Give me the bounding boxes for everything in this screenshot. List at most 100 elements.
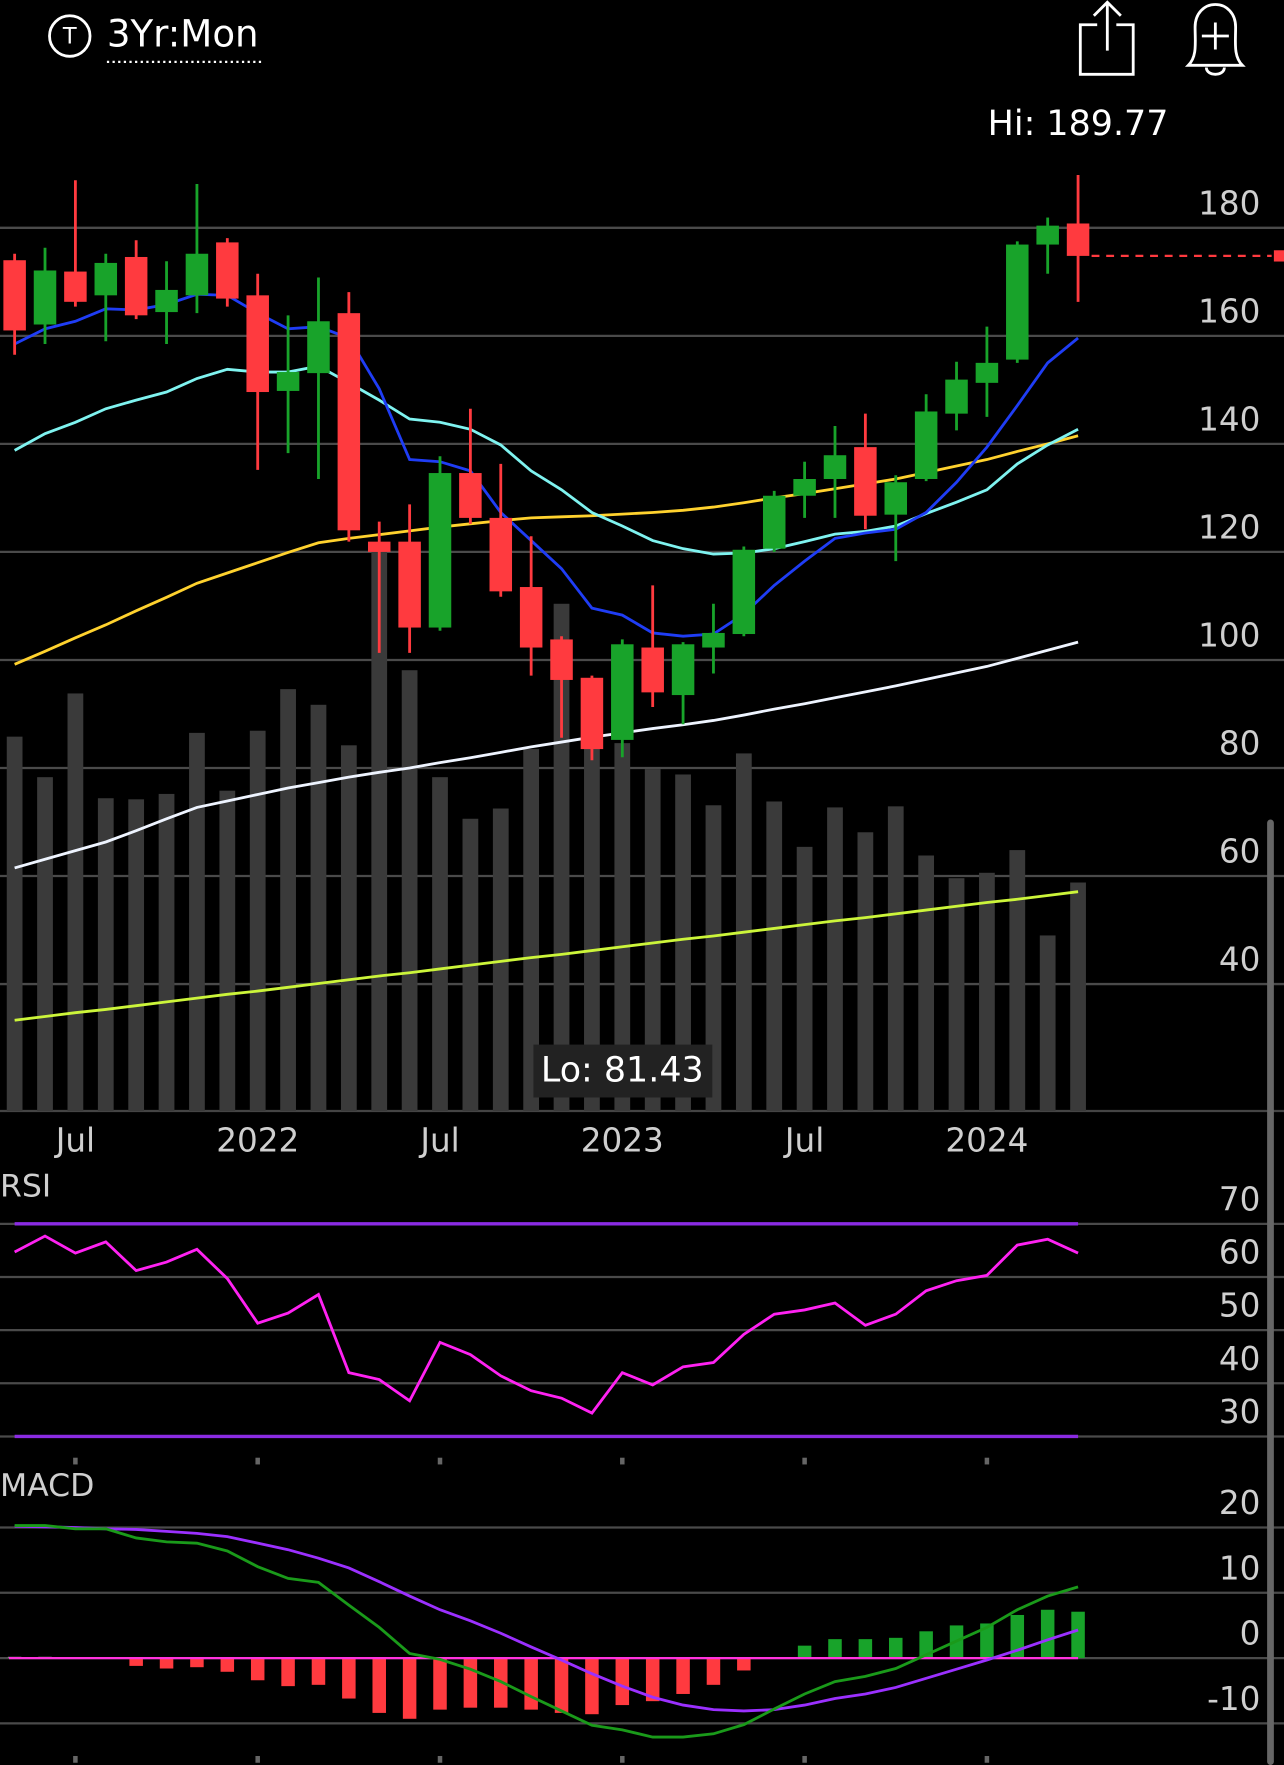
volume-bar xyxy=(492,808,509,1112)
moving-average xyxy=(14,434,1079,666)
candle-body xyxy=(793,478,816,496)
low-label-box xyxy=(533,1044,713,1098)
volume-bar xyxy=(1009,850,1026,1112)
histogram-bar xyxy=(706,1658,721,1685)
candle-body xyxy=(580,677,604,750)
volume-bar xyxy=(310,704,327,1112)
volume-bar xyxy=(979,872,995,1112)
histogram-bar xyxy=(889,1637,903,1659)
y-tick-label: 120 xyxy=(1198,508,1260,546)
histogram-bar xyxy=(1010,1614,1025,1659)
low-label: Lo: 81.43 xyxy=(541,1051,704,1091)
candle-body xyxy=(459,473,482,518)
histogram-bar xyxy=(919,1631,933,1659)
moving-average xyxy=(14,640,1079,870)
candle-body xyxy=(611,644,634,740)
histogram-bar xyxy=(737,1658,751,1671)
x-tick-label: Jul xyxy=(54,1122,95,1160)
volume-bar xyxy=(644,769,661,1112)
volume-bar xyxy=(371,551,388,1112)
volume-bar xyxy=(128,799,145,1112)
last-price-marker xyxy=(1273,250,1284,262)
histogram-bar xyxy=(311,1658,326,1685)
candle-body xyxy=(246,295,269,393)
volume-bar xyxy=(67,693,84,1112)
y-tick-label: 100 xyxy=(1198,616,1260,654)
candle-body xyxy=(124,256,148,316)
y-tick-label: 140 xyxy=(1198,400,1260,438)
volume-bar xyxy=(796,846,813,1112)
candle-body xyxy=(1006,244,1029,360)
volume-bar xyxy=(887,806,904,1112)
histogram-bar xyxy=(129,1658,143,1666)
moving-average xyxy=(13,364,1079,556)
histogram-bar xyxy=(220,1658,235,1672)
histogram-bar xyxy=(250,1658,265,1681)
volume-bar xyxy=(219,790,236,1112)
histogram-bar xyxy=(281,1658,295,1687)
volume-bar xyxy=(1039,935,1056,1112)
scrollbar[interactable] xyxy=(1267,819,1274,1765)
candle-body xyxy=(64,271,87,302)
candle-body xyxy=(3,260,26,331)
moving-average xyxy=(14,890,1079,1022)
candle-body xyxy=(216,242,239,299)
y-tick-label: 40 xyxy=(1219,1340,1261,1378)
candle-body xyxy=(94,262,118,296)
candle-body xyxy=(884,482,908,515)
histogram-bar xyxy=(1040,1609,1055,1659)
y-tick-label: 20 xyxy=(1219,1484,1261,1522)
alert-button[interactable] xyxy=(1184,3,1246,76)
share-button[interactable] xyxy=(1078,0,1135,76)
candle-body xyxy=(1066,223,1090,256)
y-tick-label: 60 xyxy=(1219,1233,1261,1271)
volume-bar xyxy=(6,736,23,1112)
candle-body xyxy=(155,289,178,313)
volume-bar xyxy=(675,774,691,1112)
ticker-icon-label: T xyxy=(62,24,77,50)
ticker-icon xyxy=(48,14,92,58)
y-tick-label: 70 xyxy=(1219,1180,1261,1218)
histogram-bar xyxy=(797,1645,812,1659)
volume-bar xyxy=(401,670,418,1112)
candle-body xyxy=(550,639,573,680)
histogram-bar xyxy=(554,1658,569,1713)
x-tick-label: Jul xyxy=(783,1122,824,1160)
volume-bar xyxy=(766,801,783,1112)
period-selector[interactable]: T 3Yr:Mon xyxy=(48,13,265,64)
volume-bar xyxy=(432,777,448,1112)
histogram-bar xyxy=(585,1658,599,1715)
candle-body xyxy=(428,473,452,628)
x-tick-label: 2022 xyxy=(216,1122,299,1160)
volume-bar xyxy=(553,603,570,1112)
candle-body xyxy=(1036,225,1059,245)
histogram-bar xyxy=(1071,1611,1085,1659)
volume-bar xyxy=(249,730,266,1112)
histogram-bar xyxy=(858,1639,873,1659)
y-tick-label: 160 xyxy=(1198,292,1260,330)
candle-body xyxy=(367,541,391,552)
volume-bar xyxy=(948,878,965,1112)
candle-body xyxy=(307,321,330,374)
candle-body xyxy=(276,372,300,391)
histogram-bar xyxy=(676,1658,690,1694)
volume-bar xyxy=(614,743,631,1112)
volume-bar xyxy=(584,731,600,1112)
y-tick-label: 10 xyxy=(1219,1549,1261,1587)
volume-bar xyxy=(158,793,175,1112)
volume-bar xyxy=(705,805,722,1112)
histogram-bar xyxy=(190,1658,204,1668)
panel-title: RSI xyxy=(0,1169,51,1205)
y-tick-label: 50 xyxy=(1219,1287,1261,1325)
candle-body xyxy=(914,411,938,479)
y-tick-label: 30 xyxy=(1219,1393,1261,1431)
volume-bar xyxy=(857,832,874,1112)
volume-bar xyxy=(97,798,114,1112)
bell xyxy=(1184,3,1246,67)
y-tick-label: 180 xyxy=(1198,184,1260,222)
candle-body xyxy=(945,379,968,414)
rsi-line xyxy=(13,1234,1079,1415)
volume-bar xyxy=(918,855,935,1112)
candle-body xyxy=(854,447,877,516)
